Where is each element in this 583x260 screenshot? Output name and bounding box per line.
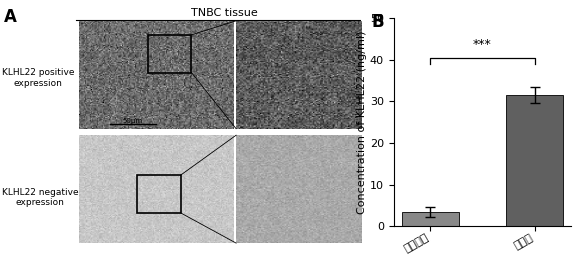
Text: A: A	[3, 8, 16, 26]
Y-axis label: Concentration of KLHL22 (ng/ml): Concentration of KLHL22 (ng/ml)	[357, 30, 367, 214]
Text: KLHL22 positive
expression: KLHL22 positive expression	[2, 68, 74, 88]
Text: KLHL22 negative
expression: KLHL22 negative expression	[2, 188, 79, 207]
Bar	[148, 35, 191, 73]
Text: B: B	[372, 13, 385, 31]
Text: 50μm: 50μm	[122, 118, 143, 124]
Bar	[138, 175, 181, 213]
Text: ***: ***	[473, 38, 492, 51]
Bar	[506, 95, 563, 226]
Bar	[402, 212, 459, 226]
Text: TNBC tissue: TNBC tissue	[191, 8, 258, 18]
